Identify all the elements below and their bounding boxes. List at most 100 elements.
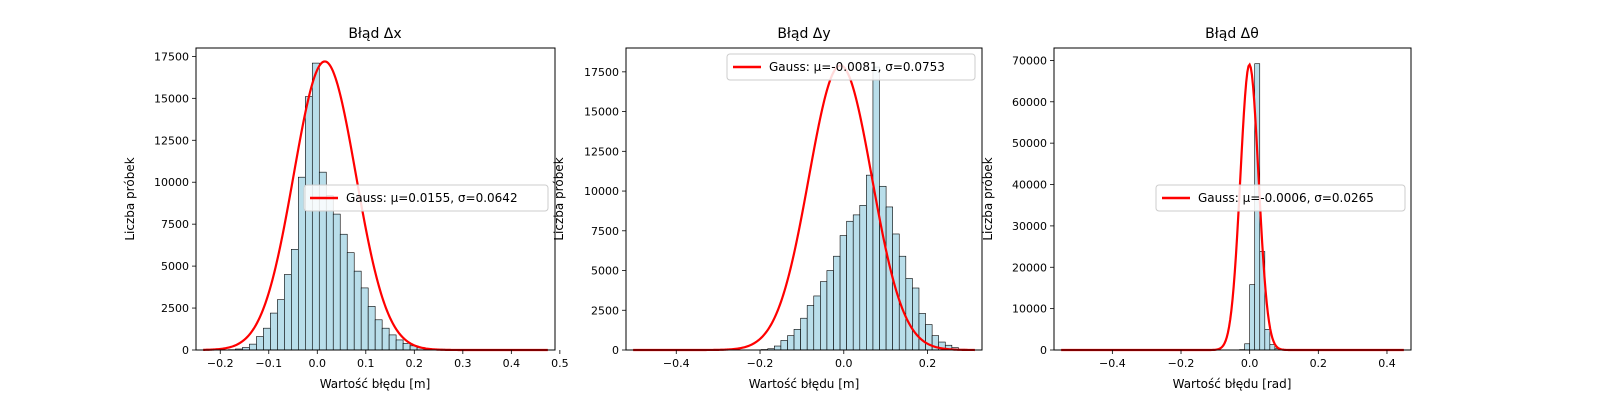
x-tick-label: −0.2 bbox=[747, 357, 774, 370]
histogram-bar bbox=[905, 278, 913, 351]
y-axis-label: Liczba próbek bbox=[552, 157, 566, 240]
y-tick-label: 5000 bbox=[591, 265, 619, 278]
histogram-bar bbox=[339, 233, 348, 351]
histogram-bar bbox=[249, 343, 257, 351]
chart-title: Błąd Δy bbox=[777, 26, 830, 42]
plot-frame bbox=[1053, 47, 1412, 351]
x-axis-ticks: −0.4 −0.2 0.0 0.2 0.4 bbox=[1099, 350, 1396, 370]
histogram-bar bbox=[353, 270, 362, 351]
histogram-bar bbox=[912, 287, 920, 351]
histogram-bar bbox=[1269, 344, 1276, 351]
histogram-bar bbox=[360, 287, 369, 351]
histogram-bar bbox=[833, 255, 841, 351]
y-tick-label: 2500 bbox=[161, 302, 189, 315]
y-axis-label: Liczba próbek bbox=[123, 157, 137, 240]
histogram-bar bbox=[813, 295, 821, 351]
histogram-bar bbox=[304, 96, 313, 351]
plot-frame bbox=[625, 47, 983, 351]
histogram-bar bbox=[806, 305, 815, 351]
x-axis-ticks: −0.2 −0.1 0.0 0.1 0.2 0.3 0.4 0.5 bbox=[207, 350, 569, 370]
x-axis-label: Wartość błędu [m] bbox=[749, 377, 860, 391]
histogram-bar bbox=[388, 334, 397, 351]
chart-title: Błąd Δθ bbox=[1205, 26, 1259, 42]
y-tick-label: 7500 bbox=[161, 218, 189, 231]
y-tick-label: 12500 bbox=[584, 145, 619, 158]
histogram-bar bbox=[859, 205, 867, 351]
histogram-bar bbox=[774, 345, 782, 351]
histogram-bar bbox=[325, 195, 334, 351]
legend-box bbox=[726, 53, 976, 81]
legend-label: Gauss: μ=-0.0006, σ=0.0265 bbox=[1198, 191, 1374, 205]
y-tick-label: 2500 bbox=[591, 304, 619, 317]
y-tick-label: 20000 bbox=[1012, 261, 1047, 274]
y-axis-ticks: 0 2500 5000 7500 10000 12500 15000 17500 bbox=[584, 66, 626, 357]
x-tick-label: 0.2 bbox=[406, 357, 424, 370]
x-tick-label: 0.0 bbox=[1241, 357, 1259, 370]
histogram-bars bbox=[741, 66, 972, 351]
y-tick-label: 0 bbox=[182, 344, 189, 357]
x-tick-label: 0.0 bbox=[835, 357, 853, 370]
y-tick-label: 17500 bbox=[154, 50, 189, 63]
histogram-bar bbox=[277, 299, 285, 351]
histogram-bar bbox=[879, 185, 887, 351]
y-tick-label: 17500 bbox=[584, 66, 619, 79]
y-tick-label: 50000 bbox=[1012, 137, 1047, 150]
y-tick-label: 10000 bbox=[1012, 303, 1047, 316]
x-axis-label: Wartość błędu [rad] bbox=[1173, 377, 1292, 391]
chart-title: Błąd Δx bbox=[348, 26, 401, 42]
histogram-bar bbox=[291, 249, 299, 351]
x-tick-label: −0.2 bbox=[207, 357, 234, 370]
histogram-bar bbox=[402, 342, 411, 351]
histogram-bar bbox=[1244, 343, 1250, 351]
x-tick-label: −0.4 bbox=[1099, 357, 1126, 370]
histogram-bar bbox=[1264, 329, 1271, 351]
histogram-bar bbox=[826, 270, 834, 351]
x-tick-label: 0.1 bbox=[357, 357, 375, 370]
histogram-bar bbox=[270, 312, 278, 351]
histogram-bar bbox=[367, 306, 376, 351]
x-tick-label: 0.3 bbox=[454, 357, 472, 370]
y-axis-label: Liczba próbek bbox=[981, 157, 995, 240]
histogram-bar bbox=[846, 220, 854, 351]
y-axis-ticks: 0 10000 20000 30000 40000 50000 60000 70000 bbox=[1012, 54, 1054, 357]
x-tick-label: −0.1 bbox=[255, 357, 282, 370]
panel-dx: Błąd Δx −0.2 −0.1 0.0 0.1 0.2 0.3 0.4 0.5 0 2500… bbox=[123, 26, 569, 391]
y-tick-label: 15000 bbox=[154, 92, 189, 105]
panel-dy: Błąd Δy −0.4 −0.2 0.0 0.2 0 2500 5000 7500 1000… bbox=[552, 26, 983, 391]
histogram-bar bbox=[839, 235, 847, 351]
x-tick-label: 0.4 bbox=[503, 357, 521, 370]
histogram-bar bbox=[374, 319, 383, 351]
histogram-bar bbox=[820, 281, 828, 351]
y-tick-label: 12500 bbox=[154, 134, 189, 147]
legend-label: Gauss: μ=0.0155, σ=0.0642 bbox=[346, 191, 518, 205]
y-tick-label: 0 bbox=[612, 344, 619, 357]
histogram-bar bbox=[800, 317, 808, 351]
gauss-curve bbox=[633, 64, 975, 352]
legend: Gauss: μ=0.0155, σ=0.0642 bbox=[303, 184, 549, 212]
histogram-bar bbox=[787, 335, 795, 351]
histogram-bar bbox=[780, 340, 788, 351]
histogram-bar bbox=[793, 329, 801, 351]
legend-box bbox=[303, 184, 549, 212]
x-tick-label: 0.4 bbox=[1378, 357, 1396, 370]
y-tick-label: 10000 bbox=[584, 185, 619, 198]
x-axis-ticks: −0.4 −0.2 0.0 0.2 bbox=[663, 350, 936, 370]
y-tick-label: 7500 bbox=[591, 225, 619, 238]
histogram-bar bbox=[284, 274, 292, 351]
histogram-bar bbox=[395, 339, 404, 351]
x-tick-label: −0.4 bbox=[663, 357, 690, 370]
x-tick-label: −0.2 bbox=[1168, 357, 1195, 370]
panel-dtheta: Błąd Δθ −0.4 −0.2 0.0 0.2 0.4 0 10000 20000 300… bbox=[981, 26, 1412, 391]
y-tick-label: 15000 bbox=[584, 106, 619, 119]
histogram-bar bbox=[332, 213, 341, 351]
y-axis-ticks: 0 2500 5000 7500 10000 12500 15000 17500 bbox=[154, 50, 196, 357]
histogram-bar bbox=[866, 174, 874, 351]
plot-frame bbox=[195, 47, 556, 351]
y-tick-label: 60000 bbox=[1012, 96, 1047, 109]
y-tick-label: 10000 bbox=[154, 176, 189, 189]
x-tick-label: 0.0 bbox=[309, 357, 327, 370]
histogram-bar bbox=[381, 327, 390, 351]
legend-box bbox=[1155, 184, 1406, 212]
y-tick-label: 5000 bbox=[161, 260, 189, 273]
x-axis-label: Wartość błędu [m] bbox=[320, 377, 431, 391]
